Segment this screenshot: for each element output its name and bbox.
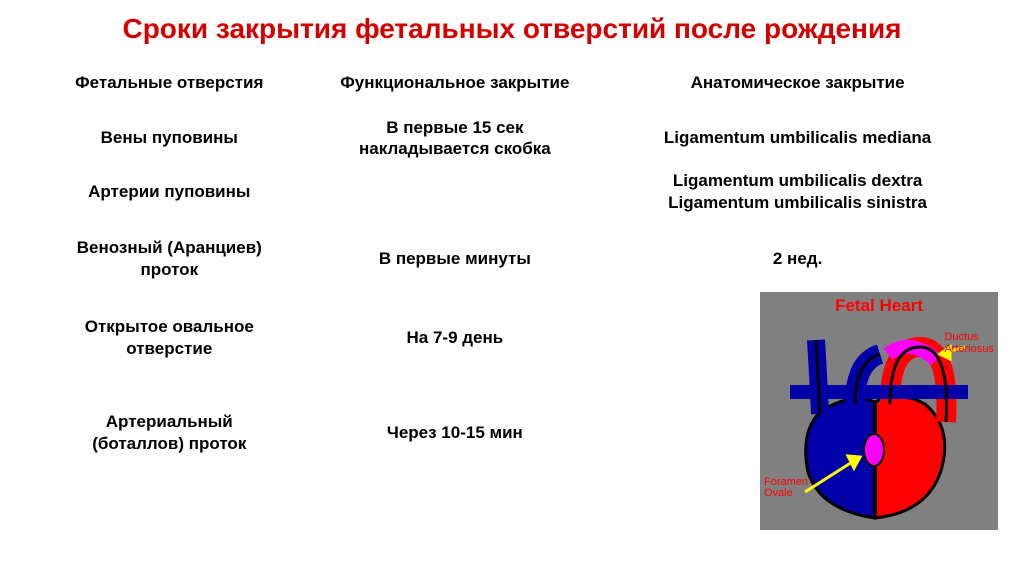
text-line: Ductus xyxy=(944,331,978,343)
text-line: Foramen xyxy=(764,476,808,488)
table-row: Вены пуповины В первые 15 сек накладывае… xyxy=(36,113,988,164)
cell-empty xyxy=(303,164,608,220)
label-foramen-ovale: Foramen Ovale xyxy=(764,477,808,500)
text-line: Артериальный xyxy=(106,412,233,431)
cell-lig-dextra-sinistra: Ligamentum umbilicalis dextra Ligamentum… xyxy=(607,164,988,220)
cell-foramen-ovale: Открытое овальное отверстие xyxy=(36,298,303,378)
table-header-row: Фетальные отверстия Функциональное закры… xyxy=(36,53,988,113)
cell-umbilical-arteries: Артерии пуповины xyxy=(36,164,303,220)
table-row: Артерии пуповины Ligamentum umbilicalis … xyxy=(36,164,988,220)
text-line: Ligamentum umbilicalis dextra xyxy=(673,171,922,190)
header-cell-anatomical-closure: Анатомическое закрытие xyxy=(607,53,988,113)
text-line: Ligamentum umbilicalis sinistra xyxy=(668,193,927,212)
text-line: Открытое овальное xyxy=(85,317,254,336)
cell-7-9-day: На 7-9 день xyxy=(303,298,608,378)
cell-functional-15sec: В первые 15 сек накладывается скобка xyxy=(303,113,608,164)
cell-umbilical-veins: Вены пуповины xyxy=(36,113,303,164)
text-line: проток xyxy=(140,260,198,279)
text-line: Ovale xyxy=(764,487,793,499)
cell-2-weeks: 2 нед. xyxy=(607,220,988,298)
text-line: В первые 15 сек xyxy=(386,118,523,137)
text-line: (боталлов) проток xyxy=(92,434,246,453)
label-ductus-arteriosus: Ductus Arteriosus xyxy=(944,332,994,355)
foramen-ovale-shape xyxy=(864,434,884,466)
text-line: Arteriosus xyxy=(944,343,994,355)
slide-title: Сроки закрытия фетальных отверстий после… xyxy=(36,12,988,45)
header-cell-functional-closure: Функциональное закрытие xyxy=(303,53,608,113)
cell-first-minutes: В первые минуты xyxy=(303,220,608,298)
text-line: накладывается скобка xyxy=(359,139,551,158)
text-line: Венозный (Аранциев) xyxy=(77,238,262,257)
table-row: Венозный (Аранциев) проток В первые мину… xyxy=(36,220,988,298)
cell-ductus-venosus: Венозный (Аранциев) проток xyxy=(36,220,303,298)
text-line: отверстие xyxy=(126,339,212,358)
fetal-heart-diagram: Fetal Heart xyxy=(760,292,998,530)
cell-ductus-arteriosus: Артериальный (боталлов) проток xyxy=(36,378,303,488)
cell-10-15-min: Через 10-15 мин xyxy=(303,378,608,488)
left-heart-shape xyxy=(875,396,945,518)
header-cell-fetal-openings: Фетальные отверстия xyxy=(36,53,303,113)
slide: Сроки закрытия фетальных отверстий после… xyxy=(0,0,1024,576)
cell-lig-mediana: Ligamentum umbilicalis mediana xyxy=(607,113,988,164)
